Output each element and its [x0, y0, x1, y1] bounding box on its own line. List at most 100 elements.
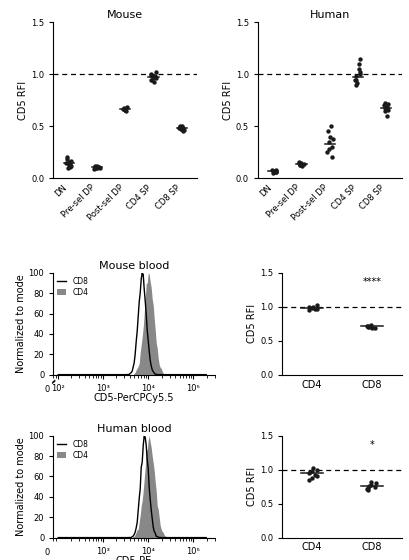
Point [68, 161, 74, 170]
Text: CD5-PerCPCy5.5: CD5-PerCPCy5.5 [94, 393, 174, 403]
Point [355, 54, 362, 63]
Point [267, 165, 274, 174]
Point [147, 75, 154, 84]
Point [120, 104, 126, 113]
Point [311, 470, 318, 479]
Point [295, 157, 301, 166]
Point [326, 132, 333, 141]
Point [308, 466, 315, 475]
Y-axis label: CD5 RFI: CD5 RFI [18, 81, 28, 120]
Point [295, 158, 302, 167]
Point [364, 321, 371, 330]
Point [328, 134, 335, 143]
Point [313, 301, 319, 310]
Point [383, 105, 390, 114]
Point [95, 162, 102, 171]
Point [122, 106, 129, 115]
Point [380, 101, 386, 110]
Point [352, 80, 359, 89]
Point [178, 122, 184, 130]
Point [91, 164, 97, 173]
Point [353, 78, 360, 87]
Point [297, 158, 303, 167]
Legend: CD8, CD4: CD8, CD4 [57, 277, 88, 297]
Point [92, 162, 99, 171]
Point [324, 127, 330, 136]
Point [383, 111, 389, 120]
Point [381, 99, 388, 108]
Point [67, 156, 74, 165]
Point [300, 159, 306, 168]
Legend: CD8, CD4: CD8, CD4 [57, 440, 88, 460]
Point [327, 122, 334, 130]
Point [325, 144, 331, 153]
Point [308, 473, 315, 482]
Y-axis label: Normalized to mode: Normalized to mode [16, 437, 26, 536]
Point [147, 70, 154, 79]
Point [92, 162, 98, 171]
Point [351, 75, 358, 84]
Point [175, 124, 182, 133]
Point [178, 125, 184, 134]
Point [364, 486, 371, 494]
Text: CD5-PE: CD5-PE [116, 556, 152, 560]
Point [305, 306, 311, 315]
Point [92, 164, 98, 172]
Point [271, 166, 277, 175]
Point [272, 167, 279, 176]
Point [381, 103, 388, 112]
Y-axis label: CD5 RFI: CD5 RFI [247, 304, 256, 343]
Point [312, 472, 319, 481]
Point [121, 104, 128, 113]
Point [151, 73, 157, 82]
Point [297, 159, 303, 168]
Point [121, 105, 128, 114]
Point [179, 127, 186, 136]
Point [324, 137, 331, 146]
Point [382, 104, 389, 113]
Point [309, 464, 316, 473]
Title: Mouse blood: Mouse blood [99, 260, 169, 270]
Text: 0: 0 [44, 548, 49, 557]
Point [93, 164, 100, 172]
Point [272, 167, 279, 176]
Point [363, 484, 369, 493]
Point [94, 161, 100, 170]
Point [296, 160, 302, 169]
Point [372, 479, 379, 488]
Point [63, 155, 70, 164]
Point [179, 124, 186, 133]
Point [384, 100, 391, 109]
Point [66, 157, 72, 166]
Point [364, 483, 370, 492]
Point [363, 322, 369, 331]
Point [311, 305, 318, 314]
Point [92, 161, 99, 170]
Point [308, 304, 315, 312]
Point [63, 158, 70, 167]
Point [367, 480, 373, 489]
Point [381, 106, 388, 115]
Point [96, 164, 103, 172]
Point [122, 105, 128, 114]
Title: Human blood: Human blood [97, 423, 171, 433]
Point [151, 77, 157, 86]
Point [65, 164, 71, 172]
Point [120, 104, 126, 113]
Point [383, 102, 389, 111]
Point [309, 302, 316, 311]
Point [272, 165, 278, 174]
Y-axis label: CD5 RFI: CD5 RFI [247, 467, 256, 506]
Point [356, 68, 362, 77]
Point [176, 123, 182, 132]
Text: ****: **** [362, 277, 380, 287]
Point [351, 75, 357, 84]
Point [92, 164, 99, 172]
Text: *: * [369, 440, 373, 450]
Point [149, 75, 155, 84]
Point [298, 161, 305, 170]
Text: 0: 0 [44, 385, 49, 394]
Point [124, 102, 130, 111]
Point [63, 153, 70, 162]
Point [352, 72, 358, 81]
